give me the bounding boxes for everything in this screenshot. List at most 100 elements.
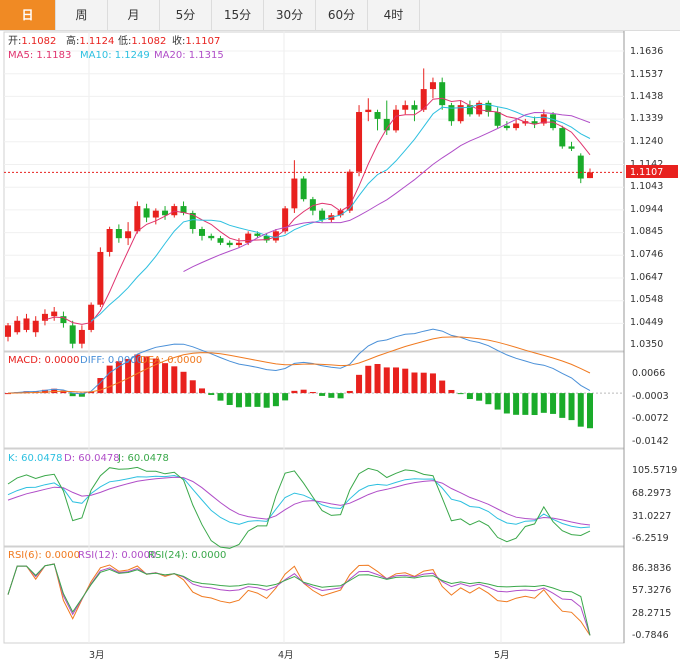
- macd-histogram-bar: [485, 393, 492, 405]
- macd-histogram-bar: [300, 389, 307, 394]
- j-line: [7, 466, 591, 549]
- candle-body: [51, 311, 58, 317]
- macd-histogram-bar: [51, 388, 58, 394]
- tab-month[interactable]: 月: [108, 0, 160, 30]
- macd-histogram-bar: [337, 393, 344, 399]
- macd-histogram-bar: [522, 393, 529, 415]
- candle-body: [78, 329, 85, 344]
- macd-histogram-bar: [457, 393, 464, 395]
- diff-legend: DIFF: 0.0000: [80, 355, 143, 366]
- price-tick: 1.0350: [630, 339, 663, 350]
- macd-histogram-bar: [577, 393, 584, 427]
- macd-histogram-bar: [199, 388, 205, 394]
- candle-body: [125, 231, 132, 239]
- kdj-axis: 105.5719 68.2973 31.0227 -6.2519: [632, 465, 677, 544]
- rsi12-legend: RSI(12): 0.0000: [78, 550, 156, 561]
- tab-day[interactable]: 日: [0, 0, 56, 30]
- candle-body: [393, 109, 399, 131]
- open-label: 开:1.1082: [8, 36, 56, 47]
- candle-body: [88, 304, 95, 330]
- macd-histogram-bar: [254, 393, 261, 407]
- candle-body: [69, 325, 76, 344]
- d-line: [7, 476, 591, 526]
- tab-4hour[interactable]: 4时: [368, 0, 420, 30]
- macd-histogram-bar: [411, 372, 418, 394]
- macd-histogram-bar: [78, 393, 85, 397]
- price-tick: 1.1043: [630, 181, 663, 192]
- candle-body: [503, 125, 510, 129]
- candle-body: [282, 208, 289, 232]
- candle-body: [199, 229, 205, 236]
- panel-border: [3, 31, 625, 352]
- macd-histogram-bar: [189, 380, 196, 394]
- macd-histogram-bar: [125, 358, 132, 394]
- macd-histogram-bar: [328, 393, 335, 398]
- macd-histogram-bar: [587, 393, 593, 429]
- candle-body: [466, 105, 473, 115]
- price-tick: 1.0647: [630, 272, 663, 283]
- macd-tick: -0.0003: [632, 391, 669, 402]
- tab-60min[interactable]: 60分: [316, 0, 368, 30]
- macd-histogram-bar: [143, 356, 150, 394]
- current-price-marker: 1.1107: [626, 165, 678, 178]
- kdj-panel: [7, 466, 591, 549]
- tab-30min[interactable]: 30分: [264, 0, 316, 30]
- price-tick: 1.1240: [630, 136, 663, 147]
- kdj-tick: 105.5719: [632, 465, 677, 476]
- macd-histogram-bar: [466, 393, 473, 400]
- rsi24-line: [7, 563, 591, 636]
- macd-tick: -0.0142: [632, 436, 669, 447]
- candle-body: [448, 105, 455, 122]
- macd-histogram-bar: [97, 378, 104, 394]
- close-label: 收:1.1107: [172, 34, 220, 47]
- macd-histogram-bar: [550, 393, 557, 414]
- candle-body: [383, 118, 390, 131]
- price-tick: 1.0449: [630, 317, 663, 328]
- macd-histogram-bar: [568, 393, 575, 421]
- macd-histogram-bar: [309, 392, 316, 394]
- k-line: [7, 474, 591, 529]
- macd-histogram-bar: [217, 393, 224, 401]
- candle-body: [568, 146, 575, 149]
- candle-body: [429, 82, 436, 90]
- candle-body: [235, 242, 242, 246]
- candle-body: [356, 112, 363, 172]
- macd-histogram-bar: [152, 358, 159, 394]
- price-tick: 1.0845: [630, 226, 663, 237]
- d-legend: D: 60.0478: [64, 453, 120, 464]
- kdj-tick: 68.2973: [632, 488, 671, 499]
- tab-5min[interactable]: 5分: [160, 0, 212, 30]
- macd-histogram-bar: [503, 393, 510, 414]
- current-price-box: [626, 165, 678, 178]
- macd-histogram-bar: [208, 393, 215, 395]
- price-tick: 1.1339: [630, 113, 663, 124]
- candle-body: [189, 212, 196, 230]
- candle-body: [587, 172, 593, 179]
- candle-body: [540, 114, 547, 124]
- rsi6-line: [7, 563, 591, 636]
- macd-histogram-bar: [494, 393, 501, 410]
- price-tick: 1.1438: [630, 91, 663, 102]
- candle-body: [263, 235, 270, 241]
- macd-histogram-bar: [226, 393, 233, 405]
- macd-histogram-bar: [365, 365, 372, 394]
- macd-histogram-bar: [115, 361, 122, 394]
- candle-body: [457, 105, 464, 122]
- kline-chart[interactable]: 开:1.1082 高:1.1124 低:1.1082 收:1.1107 MA5:…: [0, 31, 680, 669]
- macd-histogram-bar: [383, 367, 390, 394]
- candle-body: [494, 112, 501, 126]
- macd-histogram-bar: [291, 390, 298, 394]
- macd-histogram-bar: [5, 393, 11, 395]
- candle-body: [365, 109, 372, 113]
- rsi-tick: 57.3276: [632, 585, 671, 596]
- candle-body: [115, 229, 122, 239]
- period-tab-bar: 日 周 月 5分 15分 30分 60分 4时: [0, 0, 680, 31]
- panel-frames: [3, 31, 625, 644]
- candle-body: [152, 210, 159, 218]
- j-legend: J: 60.0478: [117, 453, 169, 464]
- rsi-tick: -0.7846: [632, 630, 669, 641]
- macd-histogram-bar: [180, 371, 187, 394]
- tab-15min[interactable]: 15分: [212, 0, 264, 30]
- tab-week[interactable]: 周: [56, 0, 108, 30]
- macd-histogram-bar: [402, 368, 409, 394]
